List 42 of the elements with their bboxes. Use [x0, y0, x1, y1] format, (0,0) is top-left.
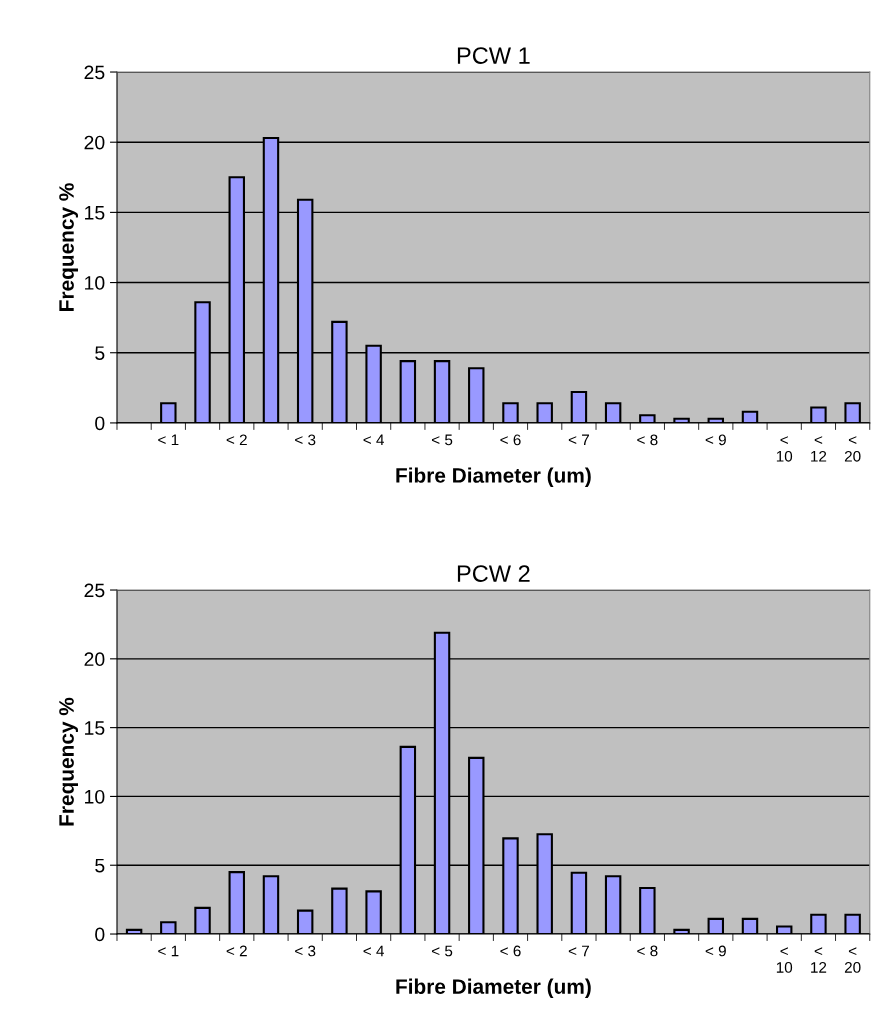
x-tick-label: < 5 [431, 434, 453, 446]
x-tick-label: < 12 [811, 947, 827, 973]
chart-title: PCW 1 [457, 47, 530, 64]
y-tick-label: 0 [95, 927, 105, 942]
y-axis-title: Frequency % [59, 183, 79, 311]
x-tick-label: < 3 [295, 434, 316, 446]
y-tick-label: 5 [95, 346, 105, 360]
x-tick-label: < 20 [844, 947, 861, 973]
y-tick-label: 10 [85, 276, 105, 290]
y-tick-label: 15 [85, 206, 105, 220]
y-tick-label: 15 [85, 721, 105, 735]
y-tick-label: 20 [84, 135, 105, 150]
y-tick-label: 25 [84, 65, 105, 80]
x-tick-label: < 5 [431, 945, 453, 957]
chart-title: PCW 2 [457, 565, 530, 582]
x-tick-label: < 3 [295, 945, 316, 957]
x-tick-label: < 7 [568, 945, 589, 957]
x-tick-label: < 8 [637, 434, 658, 446]
x-tick-label: < 4 [363, 434, 384, 446]
y-tick-label: 0 [95, 416, 105, 431]
x-tick-label: < 9 [705, 945, 726, 957]
x-tick-label: < 6 [500, 945, 521, 957]
y-tick-label: 20 [84, 652, 105, 667]
x-tick-label: < 12 [811, 436, 827, 462]
x-tick-label: < 1 [158, 945, 179, 957]
x-tick-label: < 4 [363, 945, 384, 957]
x-axis-title: Fibre Diameter (um) [396, 467, 591, 487]
x-tick-label: < 6 [500, 434, 521, 446]
y-tick-label: 5 [95, 858, 105, 873]
x-axis-title: Fibre Diameter (um) [396, 978, 591, 999]
x-tick-label: < 9 [705, 434, 726, 446]
x-tick-label: < 2 [226, 945, 247, 957]
x-tick-label: < 10 [776, 436, 793, 462]
x-tick-label: < 2 [226, 434, 247, 446]
x-tick-label: < 10 [776, 947, 793, 973]
x-tick-label: < 20 [844, 436, 861, 462]
x-tick-label: < 8 [637, 945, 658, 957]
x-tick-label: < 7 [568, 434, 589, 446]
y-axis-title: Frequency % [59, 697, 79, 826]
y-tick-label: 10 [85, 789, 105, 804]
x-tick-label: < 1 [158, 434, 179, 446]
y-tick-label: 25 [84, 583, 105, 598]
